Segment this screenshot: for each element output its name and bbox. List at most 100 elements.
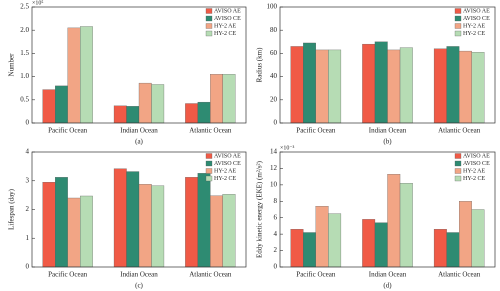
- bar: [471, 209, 485, 268]
- bar: [113, 105, 127, 124]
- bar: [55, 85, 68, 124]
- bar: [151, 185, 165, 268]
- bar: [185, 177, 199, 268]
- y-multiplier: ×10⁵: [32, 0, 43, 6]
- bar: [362, 219, 376, 268]
- y-tick-label: 0: [274, 263, 278, 271]
- bar: [126, 171, 140, 268]
- y-tick-label: 60: [270, 49, 278, 57]
- y-tick-label: 0: [274, 119, 278, 127]
- bar: [387, 174, 401, 268]
- legend-label: HY-2 AE: [463, 23, 486, 29]
- bar: [374, 222, 388, 268]
- bar: [151, 84, 165, 124]
- y-tick-label: 14: [270, 148, 278, 156]
- bar: [328, 49, 342, 124]
- bar: [290, 229, 304, 268]
- bar: [210, 195, 223, 268]
- legend-label: AVISO CE: [463, 161, 490, 167]
- y-tick-label: 8: [274, 197, 278, 205]
- y-tick-label: 1.0: [20, 72, 29, 80]
- y-tick-label: 1.5: [20, 49, 29, 57]
- x-tick-label: Pacific Ocean: [296, 127, 336, 135]
- legend-label: HY-2 AE: [214, 168, 237, 174]
- bar: [42, 89, 56, 124]
- legend-label: AVISO AE: [463, 153, 490, 159]
- bar: [126, 106, 140, 124]
- y-tick-label: 0: [26, 263, 30, 271]
- bar: [374, 41, 388, 124]
- legend-swatch: [205, 160, 213, 167]
- legend-label: HY-2 CE: [214, 176, 237, 182]
- panel-label: (b): [383, 138, 392, 146]
- legend-label: AVISO AE: [214, 153, 241, 159]
- y-tick-label: 2: [26, 205, 30, 213]
- bar: [433, 48, 447, 124]
- y-tick-label: 20: [270, 95, 278, 103]
- bar: [459, 201, 472, 268]
- y-tick-label: 80: [270, 26, 278, 34]
- bar: [222, 74, 236, 124]
- legend-swatch: [205, 168, 213, 174]
- legend-label: HY-2 AE: [463, 168, 486, 174]
- y-tick-label: 10: [270, 180, 278, 188]
- legend-swatch: [205, 15, 213, 22]
- legend-swatch: [205, 30, 213, 37]
- bar: [399, 183, 413, 268]
- y-tick-label: 1: [26, 234, 30, 242]
- bar: [315, 206, 329, 268]
- legend-swatch: [454, 30, 462, 37]
- bar: [303, 42, 316, 124]
- y-tick-label: 3: [26, 176, 30, 184]
- bar: [138, 184, 152, 268]
- bar: [303, 232, 316, 268]
- legend-label: AVISO CE: [214, 161, 241, 167]
- legend-label: AVISO CE: [214, 16, 241, 22]
- bar: [67, 197, 81, 268]
- legend-label: HY-2 AE: [214, 23, 237, 29]
- x-tick-label: Indian Ocean: [369, 127, 407, 135]
- y-axis-label: Radius (km): [256, 47, 264, 82]
- legend-label: HY-2 CE: [463, 31, 486, 37]
- x-tick-label: Atlantic Ocean: [189, 127, 232, 135]
- legend-swatch: [454, 23, 462, 29]
- bar: [222, 194, 236, 268]
- legend-swatch: [205, 153, 213, 159]
- x-tick-label: Indian Ocean: [120, 127, 158, 135]
- y-axis-label: Eddy kinetic energy (EKE) (m²/s²): [256, 160, 264, 258]
- bar: [471, 52, 485, 124]
- legend-swatch: [454, 175, 462, 182]
- bar: [42, 182, 56, 268]
- y-tick-label: 6: [274, 213, 278, 221]
- legend-swatch: [454, 160, 462, 167]
- bar: [433, 229, 447, 268]
- x-tick-label: Pacific Ocean: [296, 271, 336, 279]
- x-tick-label: Indian Ocean: [120, 271, 158, 279]
- y-tick-label: 100: [267, 3, 278, 11]
- bar: [138, 82, 152, 124]
- legend-swatch: [205, 23, 213, 29]
- legend-label: AVISO CE: [463, 16, 490, 22]
- bar: [80, 26, 93, 124]
- y-tick-label: 0.5: [20, 95, 29, 103]
- legend-label: AVISO AE: [463, 8, 490, 14]
- legend-label: HY-2 CE: [463, 176, 486, 182]
- bar: [446, 46, 460, 124]
- y-multiplier: ×10⁻³: [280, 145, 295, 151]
- legend-swatch: [454, 8, 462, 14]
- axes-frame: [279, 151, 496, 268]
- bar: [210, 74, 223, 124]
- y-tick-label: 2.0: [20, 26, 29, 34]
- axes-frame: [31, 151, 247, 268]
- bar: [197, 173, 211, 268]
- bar: [446, 232, 460, 268]
- y-tick-label: 4: [26, 148, 30, 156]
- bar: [290, 46, 304, 124]
- legend-swatch: [454, 15, 462, 22]
- x-tick-label: Atlantic Ocean: [438, 271, 481, 279]
- bar: [399, 47, 413, 124]
- legend-swatch: [454, 153, 462, 159]
- x-tick-label: Pacific Ocean: [48, 127, 88, 135]
- y-tick-label: 12: [270, 164, 278, 172]
